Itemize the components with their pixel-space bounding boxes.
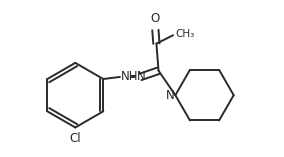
Text: Cl: Cl: [70, 132, 81, 145]
Text: CH₃: CH₃: [175, 29, 195, 39]
Text: O: O: [151, 12, 160, 25]
Text: N: N: [166, 89, 174, 102]
Text: N: N: [137, 70, 145, 83]
Text: NH: NH: [121, 70, 139, 83]
